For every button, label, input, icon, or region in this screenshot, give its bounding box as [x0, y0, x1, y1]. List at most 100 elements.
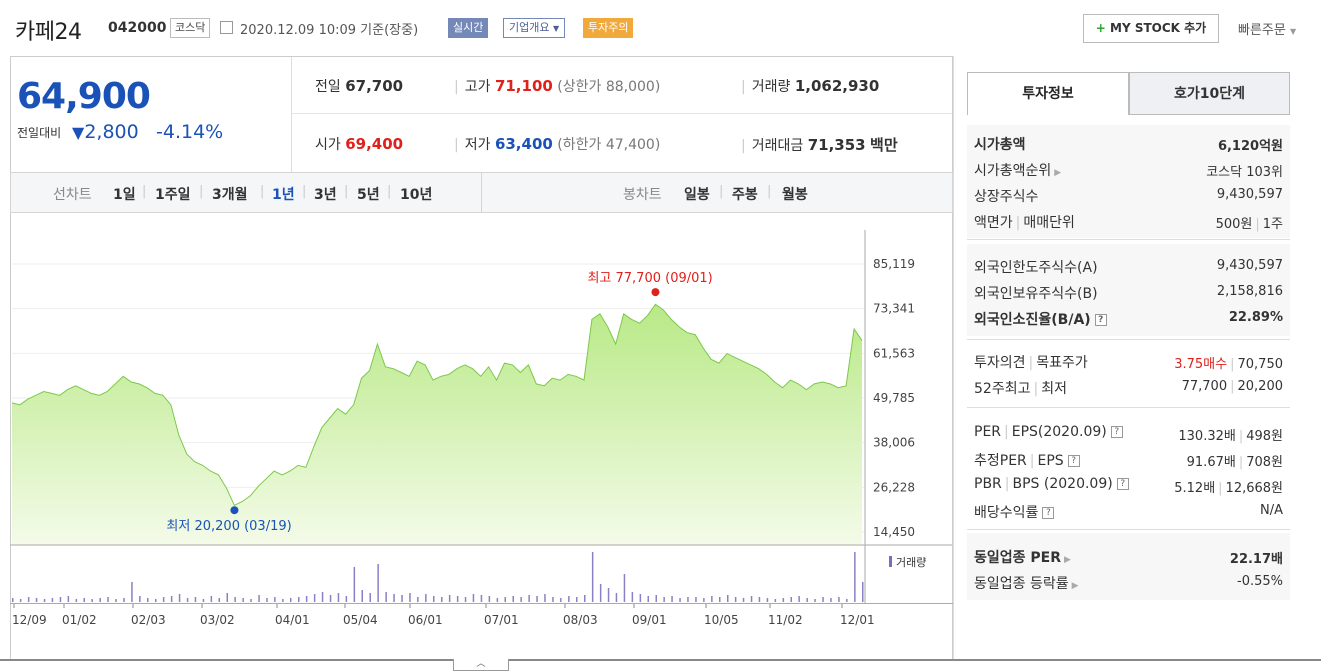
- period-1y[interactable]: 1년: [272, 187, 295, 203]
- candle-weekly[interactable]: 주봉: [732, 187, 758, 203]
- realtime-badge[interactable]: 실시간: [448, 18, 489, 38]
- x-tick-label: 01/02: [62, 613, 97, 627]
- tab-investment-info[interactable]: 투자정보: [967, 72, 1129, 115]
- help-icon[interactable]: ?: [1094, 314, 1107, 326]
- trade-amount: | 거래대금 71,353 백만: [741, 134, 898, 155]
- period-5y[interactable]: 5년: [357, 187, 380, 203]
- divider: [967, 407, 1290, 408]
- industry-change[interactable]: 동일업종 등락률 ▶: [974, 573, 1079, 593]
- company-overview-dropdown[interactable]: 기업개요 ▼: [503, 18, 566, 38]
- volume-bar: [305, 596, 308, 602]
- volume-bar: [615, 593, 618, 602]
- price-chart[interactable]: 최고 77,700 (09/01) 최저 20,200 (03/19) 85,1…: [0, 0, 960, 660]
- divider: |: [719, 184, 724, 199]
- change-percent: -4.14%: [156, 121, 224, 143]
- volume-bar: [361, 590, 363, 602]
- listed-shares-label: 상장주식수: [974, 189, 1039, 205]
- volume-bar: [464, 597, 467, 602]
- volume-bar: [472, 594, 475, 602]
- bps-label: BPS (2020.09): [1012, 476, 1113, 492]
- add-mystock-button[interactable]: + MY STOCK 추가: [1083, 14, 1219, 43]
- plus-icon: +: [1095, 21, 1106, 35]
- industry-per-value: 22.17배: [1229, 552, 1283, 567]
- divider: [292, 113, 952, 114]
- x-tick-label: 05/04: [343, 613, 378, 627]
- divider: [967, 529, 1290, 530]
- help-icon[interactable]: ?: [1067, 455, 1080, 467]
- candle-daily[interactable]: 일봉: [684, 187, 710, 203]
- volume-bar: [766, 598, 769, 602]
- period-1w[interactable]: 1주일: [155, 187, 191, 203]
- volume-bar: [663, 597, 665, 602]
- stock-name: 카페24: [15, 20, 82, 45]
- volume-bar: [210, 596, 213, 602]
- volume-bar: [607, 588, 610, 602]
- help-icon[interactable]: ?: [1110, 426, 1123, 438]
- help-icon[interactable]: ?: [1116, 478, 1129, 490]
- market-cap-rank[interactable]: 시가총액순위 ▶: [974, 160, 1061, 180]
- y-tick-label: 26,228: [873, 480, 915, 494]
- foreign-ratio: 외국인소진율(B/A)?: [974, 309, 1107, 329]
- period-10y[interactable]: 10년: [400, 187, 433, 203]
- 52w-high-label: 52주최고: [974, 381, 1031, 397]
- volume-bar: [488, 596, 491, 602]
- volume-bar: [687, 597, 689, 602]
- volume-bar: [385, 592, 387, 602]
- y-tick-label: 38,006: [873, 436, 915, 450]
- volume-bar: [433, 596, 435, 602]
- period-3m[interactable]: 3개월: [212, 187, 248, 203]
- volume-bar: [862, 582, 864, 602]
- est-per-value: 91.67배: [1186, 455, 1236, 470]
- volume-bar: [313, 594, 316, 602]
- volume-label: 거래량: [751, 79, 791, 95]
- volume-bar: [417, 597, 419, 602]
- volume-bar: [329, 595, 332, 602]
- amount-unit: 백만: [870, 136, 898, 154]
- volume-bar: [814, 599, 816, 602]
- collapse-toggle-button[interactable]: ︿: [453, 659, 509, 671]
- divider: |: [1015, 215, 1021, 231]
- industry-per[interactable]: 동일업종 PER ▶: [974, 547, 1071, 567]
- add-mystock-label: MY STOCK 추가: [1110, 21, 1207, 35]
- 52w-low-value: 20,200: [1237, 379, 1284, 394]
- dividend-value: N/A: [1260, 503, 1283, 518]
- help-icon[interactable]: ?: [1042, 507, 1055, 519]
- candle-monthly[interactable]: 월봉: [782, 187, 808, 203]
- volume-bar: [75, 599, 78, 602]
- divider: |: [454, 79, 459, 95]
- period-3y[interactable]: 3년: [314, 187, 337, 203]
- period-1d[interactable]: 1일: [113, 187, 136, 203]
- per-value: 130.32배: [1178, 429, 1236, 444]
- volume-bar: [266, 598, 268, 602]
- section-bottom-border: [0, 659, 1321, 661]
- divider: |: [302, 184, 307, 199]
- market-cap-rank-label: 시가총액순위: [974, 163, 1052, 179]
- volume-bar: [711, 596, 713, 602]
- divider: |: [1029, 453, 1035, 469]
- est-per-row: 추정PER | EPS?: [974, 450, 1080, 470]
- quick-order-dropdown[interactable]: 빠른주문 ▼: [1238, 19, 1296, 38]
- low-value: 63,400: [494, 135, 553, 153]
- volume-bar: [671, 596, 673, 602]
- 52w-high-value: 77,700: [1181, 379, 1228, 394]
- high-annotation: 최고 77,700 (09/01): [587, 271, 712, 286]
- par-value-values: 500원 | 1주: [1216, 213, 1283, 232]
- eps-label: EPS(2020.09): [1011, 424, 1107, 440]
- volume-bar: [703, 598, 705, 602]
- trade-unit-label: 매매단위: [1023, 215, 1075, 231]
- volume-bar: [782, 598, 785, 602]
- tab-order-book[interactable]: 호가10단계: [1129, 72, 1290, 115]
- y-tick-label: 61,563: [873, 346, 915, 360]
- volume-bar: [369, 593, 371, 602]
- volume-bar: [409, 593, 411, 602]
- volume-bar: [27, 597, 30, 602]
- volume-bar: [282, 599, 284, 602]
- y-axis-labels: 85,119 73,341 61,563 49,785 38,006 26,228 14,4…: [873, 257, 915, 539]
- industry-change-value: -0.55%: [1237, 574, 1283, 589]
- volume-bar: [441, 597, 443, 602]
- volume-bar: [544, 594, 546, 602]
- chart-area[interactable]: [10, 213, 953, 659]
- foreign-limit-value: 9,430,597: [1216, 258, 1283, 273]
- volume-bar: [155, 599, 157, 602]
- volume-legend-label: 거래량: [896, 556, 926, 569]
